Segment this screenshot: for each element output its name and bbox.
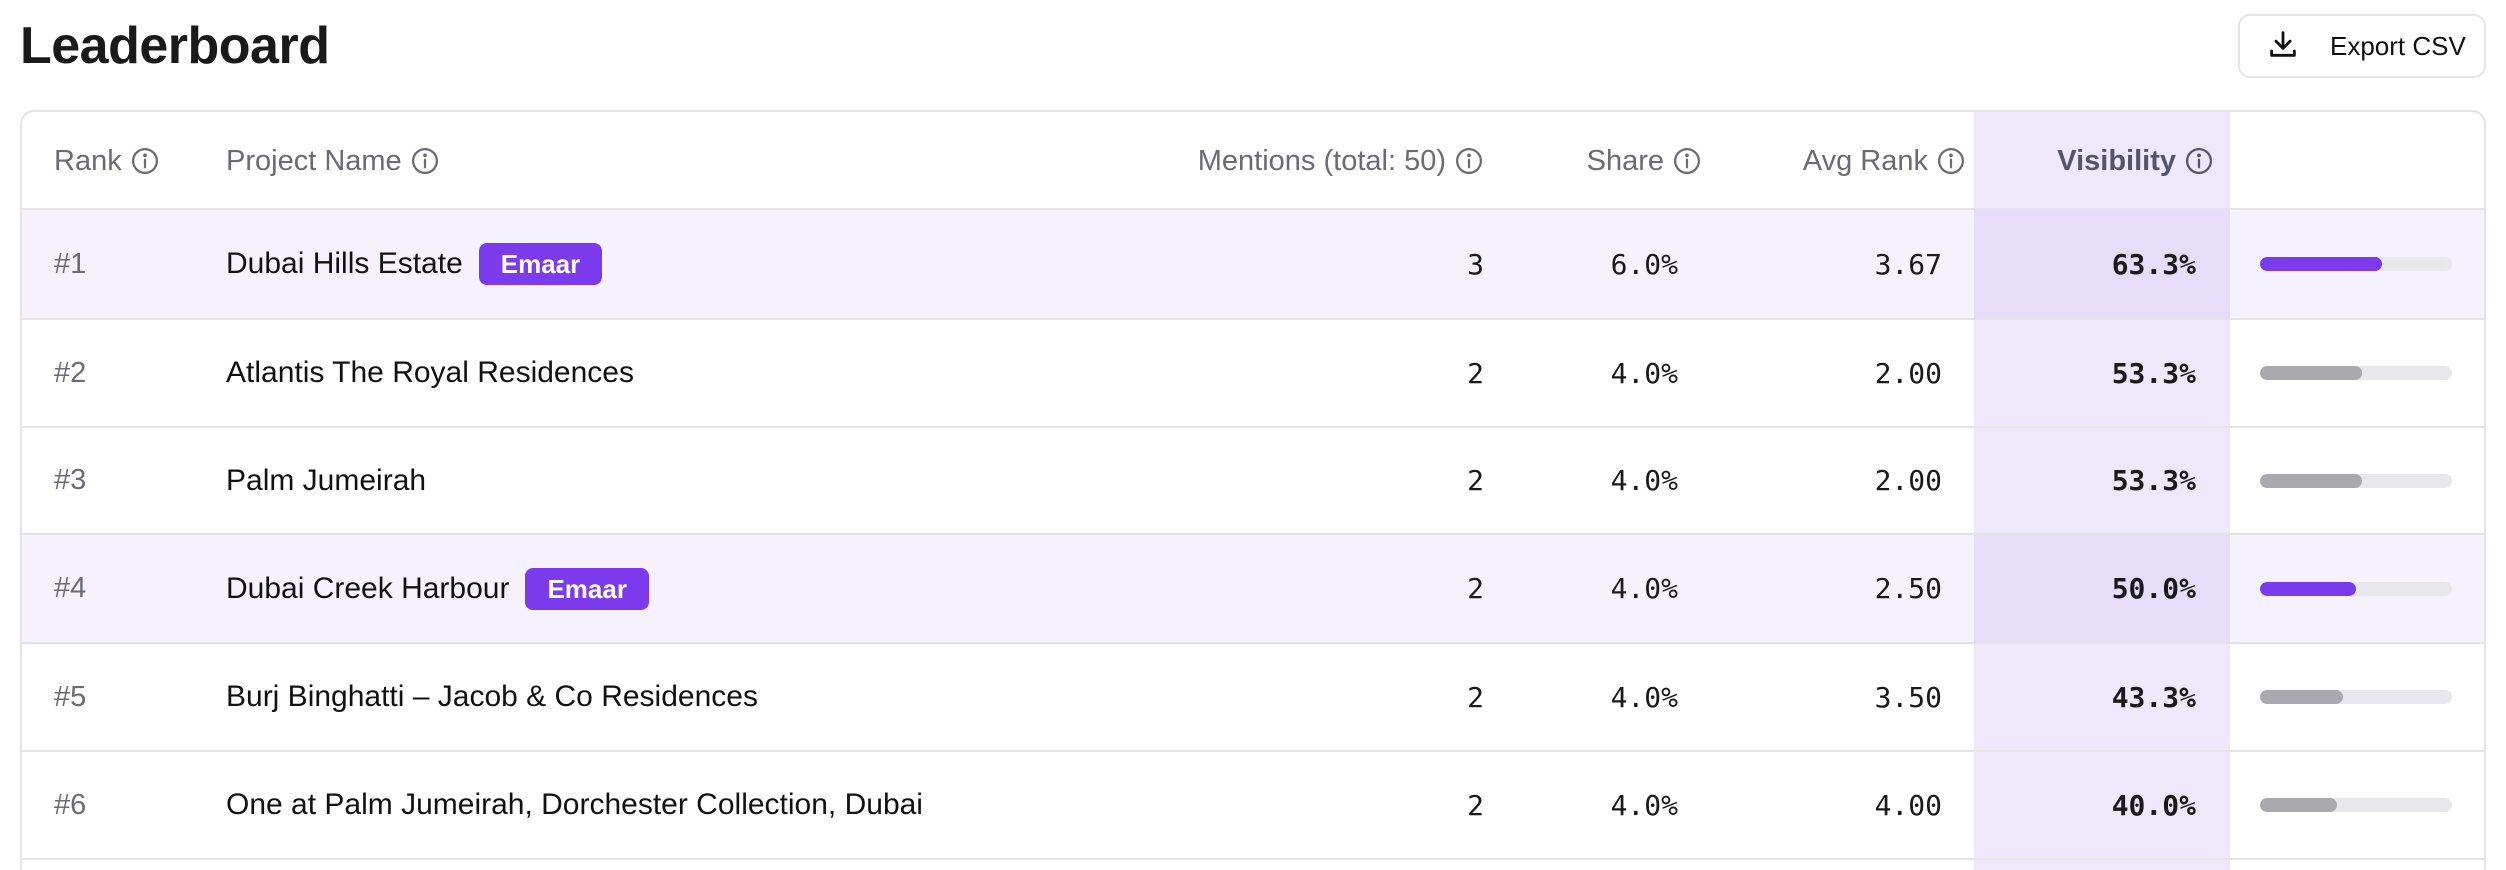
project-name-cell[interactable]: Burj Binghatti – Jacob & Co Residences (226, 644, 758, 750)
column-header-rank-label: Rank (54, 144, 122, 177)
table-row[interactable]: #2 Atlantis The Royal Residences 2 4.0% 2.00… (22, 320, 2484, 428)
avg-rank-cell: 2.00 (1874, 356, 1942, 390)
table-row[interactable]: #4 Dubai Creek Harbour Emaar 2 4.0% 2.50 50.0% (22, 535, 2484, 644)
project-name-cell[interactable]: Dubai Creek Harbour Emaar (226, 535, 649, 642)
mentions-cell: 2 (1467, 572, 1484, 605)
info-icon[interactable] (1936, 146, 1966, 176)
avg-rank-cell: 2.50 (1874, 572, 1942, 605)
share-cell: 6.0% (1610, 247, 1678, 281)
share-cell: 4.0% (1610, 572, 1678, 605)
visibility-cell: 53.3% (2111, 356, 2196, 390)
download-icon (2266, 27, 2300, 66)
visibility-bar-fill (2260, 366, 2363, 380)
table-row[interactable]: #1 Dubai Hills Estate Emaar 3 6.0% 3.67 63.3% (22, 210, 2484, 320)
column-header-mentions-label: Mentions (total: 50) (1197, 144, 1446, 177)
project-name-cell[interactable]: Dubai Hills Estate Emaar (226, 210, 603, 318)
visibility-bar (2260, 690, 2452, 704)
visibility-bar-fill (2260, 581, 2356, 596)
info-icon[interactable] (1454, 146, 1484, 176)
visibility-bar (2260, 581, 2452, 596)
project-name[interactable]: Burj Binghatti – Jacob & Co Residences (226, 680, 758, 713)
share-cell: 4.0% (1610, 356, 1678, 390)
share-cell: 4.0% (1610, 788, 1678, 822)
visibility-cell: 43.3% (2111, 680, 2196, 714)
rank-cell: #3 (54, 464, 87, 496)
visibility-bar-fill (2260, 473, 2363, 488)
visibility-cell: 63.3% (2111, 247, 2196, 281)
leaderboard-table: Rank Project Name Mentions (total: 50) S… (20, 110, 2486, 870)
rank-cell: #5 (54, 680, 87, 713)
column-header-avg-rank[interactable]: Avg Rank (1722, 112, 1966, 210)
visibility-cell: 40.0% (2111, 788, 2196, 822)
project-name-cell[interactable]: One at Palm Jumeirah, Dorchester Collect… (226, 752, 923, 858)
avg-rank-cell: 4.00 (1874, 788, 1942, 822)
info-icon[interactable] (130, 146, 160, 176)
column-header-rank[interactable]: Rank (54, 112, 160, 210)
visibility-cell-highlight (1974, 535, 2230, 642)
table-row[interactable]: #3 Palm Jumeirah 2 4.0% 2.00 53.3% (22, 428, 2484, 535)
share-cell: 4.0% (1610, 680, 1678, 714)
table-row[interactable]: #6 One at Palm Jumeirah, Dorchester Colle… (22, 752, 2484, 860)
mentions-cell: 2 (1467, 464, 1484, 497)
visibility-bar (2260, 798, 2452, 812)
export-csv-label: Export CSV (2330, 30, 2466, 61)
visibility-bar (2260, 257, 2452, 271)
project-name[interactable]: Dubai Hills Estate (226, 247, 463, 280)
project-name[interactable]: Palm Jumeirah (226, 463, 427, 497)
project-name[interactable]: Dubai Creek Harbour (226, 571, 510, 605)
visibility-bar (2260, 366, 2452, 380)
visibility-bar-fill (2260, 690, 2344, 704)
column-header-share-label: Share (1586, 144, 1664, 177)
visibility-bar-fill (2260, 257, 2382, 271)
column-header-share[interactable]: Share (1502, 112, 1702, 210)
info-icon[interactable] (2184, 146, 2214, 176)
column-header-project-name[interactable]: Project Name (226, 112, 440, 210)
avg-rank-cell: 2.00 (1874, 464, 1942, 497)
avg-rank-cell: 3.67 (1874, 247, 1942, 281)
page-title: Leaderboard (20, 17, 330, 75)
visibility-bar-fill (2260, 798, 2337, 812)
project-name-cell[interactable]: Palm Jumeirah (226, 428, 426, 533)
mentions-cell: 2 (1467, 356, 1484, 390)
rank-cell: #1 (54, 247, 87, 280)
mentions-cell: 2 (1467, 788, 1484, 822)
share-cell: 4.0% (1610, 464, 1678, 497)
rank-cell: #2 (54, 356, 87, 389)
column-header-avg-rank-label: Avg Rank (1802, 144, 1928, 177)
table-row[interactable]: #5 Burj Binghatti – Jacob & Co Residences… (22, 644, 2484, 752)
developer-badge: Emaar (525, 567, 649, 610)
visibility-cell: 50.0% (2111, 572, 2196, 605)
developer-badge: Emaar (478, 243, 603, 285)
info-icon[interactable] (410, 146, 440, 176)
project-name[interactable]: One at Palm Jumeirah, Dorchester Collect… (226, 788, 923, 821)
visibility-bar (2260, 473, 2452, 488)
visibility-cell: 53.3% (2111, 464, 2196, 497)
rank-cell: #6 (54, 788, 87, 821)
avg-rank-cell: 3.50 (1874, 680, 1942, 714)
project-name[interactable]: Atlantis The Royal Residences (226, 356, 634, 389)
visibility-cell-highlight (1974, 210, 2230, 318)
table-header: Rank Project Name Mentions (total: 50) S… (22, 112, 2484, 210)
column-header-project-name-label: Project Name (226, 144, 402, 177)
rank-cell: #4 (54, 572, 87, 604)
export-csv-button[interactable]: Export CSV (2238, 14, 2486, 78)
column-header-visibility-label: Visibility (2057, 144, 2176, 177)
mentions-cell: 2 (1467, 680, 1484, 714)
column-header-visibility[interactable]: Visibility (1974, 112, 2214, 210)
info-icon[interactable] (1672, 146, 1702, 176)
mentions-cell: 3 (1467, 247, 1484, 281)
column-header-mentions[interactable]: Mentions (total: 50) (1122, 112, 1484, 210)
project-name-cell[interactable]: Atlantis The Royal Residences (226, 320, 634, 426)
